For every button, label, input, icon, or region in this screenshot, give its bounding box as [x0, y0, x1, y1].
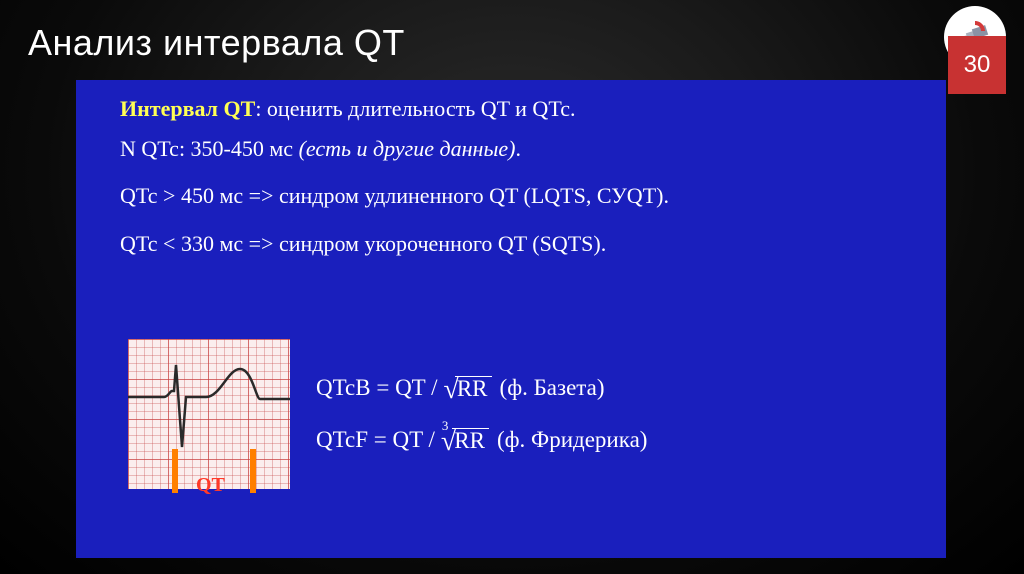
ecg-wave-icon	[128, 339, 290, 489]
formulas-block: QTcB = QT / √RR (ф. Базета) QTcF = QT / …	[316, 375, 647, 453]
formula-row: QT QTcB = QT / √RR (ф. Базета) QTcF = QT…	[128, 339, 918, 489]
slide-number-badge: 30	[948, 36, 1006, 94]
cbrt-icon: 3 √RR	[441, 428, 489, 452]
heading-rest: : оценить длительность QT и QTc.	[255, 96, 575, 121]
fridericia-radicand: RR	[452, 428, 489, 452]
line-lqts: QTc > 450 мс => синдром удлиненного QT (…	[120, 181, 918, 211]
line-sqts: QTc < 330 мс => синдром укороченного QT …	[120, 229, 918, 259]
fridericia-lhs: QTcF = QT /	[316, 427, 435, 453]
qt-label: QT	[196, 474, 225, 497]
line2-part-a: N QTc: 350-450 мс	[120, 136, 299, 161]
line2-part-b: (есть и другие данные)	[299, 136, 516, 161]
slide-title: Анализ интервала QT	[28, 22, 405, 64]
qt-marker-start	[172, 449, 178, 493]
line-normal-range: N QTc: 350-450 мс (есть и другие данные)…	[120, 134, 918, 164]
bazett-lhs: QTcB = QT /	[316, 375, 437, 401]
qt-marker-end	[250, 449, 256, 493]
fridericia-note: (ф. Фридерика)	[497, 427, 647, 453]
heading-highlight: Интервал QT	[120, 96, 255, 121]
bazett-note: (ф. Базета)	[500, 375, 605, 401]
formula-fridericia: QTcF = QT / 3 √RR (ф. Фридерика)	[316, 427, 647, 453]
bazett-radicand: RR	[455, 376, 492, 400]
sqrt-icon: √RR	[443, 376, 491, 400]
formula-bazett: QTcB = QT / √RR (ф. Базета)	[316, 375, 647, 401]
content-panel: Интервал QT: оценить длительность QT и Q…	[76, 80, 946, 558]
slide: Анализ интервала QT 30 Интервал QT: оцен…	[0, 0, 1024, 574]
ecg-diagram: QT	[128, 339, 290, 489]
line2-part-c: .	[515, 136, 521, 161]
line-heading: Интервал QT: оценить длительность QT и Q…	[120, 94, 918, 124]
